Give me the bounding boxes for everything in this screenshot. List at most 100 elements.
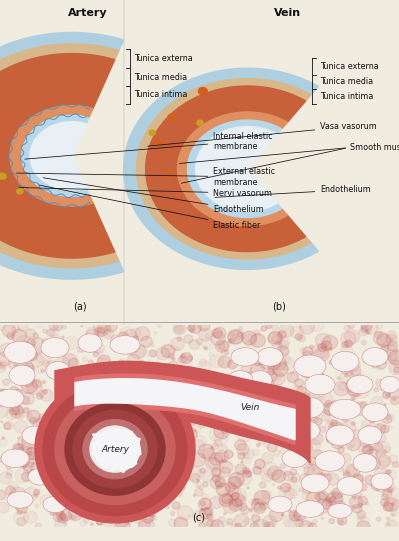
Circle shape bbox=[281, 513, 284, 516]
Circle shape bbox=[26, 339, 36, 347]
Circle shape bbox=[347, 359, 360, 371]
Circle shape bbox=[0, 174, 6, 179]
Circle shape bbox=[102, 385, 117, 399]
Circle shape bbox=[149, 420, 163, 432]
Circle shape bbox=[383, 356, 391, 364]
Circle shape bbox=[118, 360, 124, 365]
Circle shape bbox=[17, 504, 28, 513]
Circle shape bbox=[211, 332, 225, 345]
Circle shape bbox=[317, 409, 330, 421]
Circle shape bbox=[236, 471, 252, 485]
Circle shape bbox=[247, 388, 251, 392]
Circle shape bbox=[86, 327, 99, 339]
Circle shape bbox=[300, 443, 313, 454]
Circle shape bbox=[327, 419, 333, 425]
Circle shape bbox=[63, 471, 67, 474]
Circle shape bbox=[256, 391, 261, 396]
Circle shape bbox=[306, 492, 320, 504]
Circle shape bbox=[103, 409, 111, 416]
Circle shape bbox=[131, 489, 134, 492]
Circle shape bbox=[243, 470, 251, 478]
Circle shape bbox=[380, 388, 383, 390]
Circle shape bbox=[235, 496, 246, 506]
Circle shape bbox=[228, 486, 241, 497]
Circle shape bbox=[322, 500, 333, 509]
Circle shape bbox=[33, 494, 37, 497]
Ellipse shape bbox=[296, 398, 324, 418]
Circle shape bbox=[273, 450, 280, 457]
Circle shape bbox=[376, 324, 382, 329]
Circle shape bbox=[90, 456, 100, 465]
Circle shape bbox=[290, 469, 297, 475]
Circle shape bbox=[186, 385, 190, 388]
Circle shape bbox=[130, 480, 144, 492]
Circle shape bbox=[352, 473, 363, 484]
Circle shape bbox=[295, 398, 307, 409]
Circle shape bbox=[50, 511, 54, 515]
Circle shape bbox=[168, 114, 176, 121]
Circle shape bbox=[233, 373, 246, 386]
Circle shape bbox=[6, 473, 12, 478]
Circle shape bbox=[249, 499, 256, 505]
Circle shape bbox=[235, 524, 241, 529]
Circle shape bbox=[168, 484, 178, 493]
Circle shape bbox=[310, 432, 323, 445]
Circle shape bbox=[170, 452, 177, 458]
Circle shape bbox=[387, 487, 393, 492]
Circle shape bbox=[17, 518, 26, 526]
Circle shape bbox=[359, 328, 367, 336]
Circle shape bbox=[18, 437, 20, 439]
Circle shape bbox=[379, 353, 387, 361]
Circle shape bbox=[377, 334, 391, 347]
Text: Endothelium: Endothelium bbox=[43, 178, 264, 214]
Circle shape bbox=[76, 487, 80, 490]
Circle shape bbox=[207, 458, 219, 469]
Circle shape bbox=[221, 427, 229, 434]
Circle shape bbox=[340, 370, 354, 384]
Circle shape bbox=[54, 483, 61, 490]
Circle shape bbox=[269, 509, 283, 522]
Circle shape bbox=[171, 438, 176, 442]
Circle shape bbox=[383, 471, 390, 477]
Circle shape bbox=[105, 362, 120, 375]
Circle shape bbox=[36, 351, 51, 364]
Circle shape bbox=[302, 459, 312, 469]
Circle shape bbox=[352, 496, 356, 500]
Circle shape bbox=[51, 455, 58, 461]
Circle shape bbox=[369, 418, 375, 423]
Circle shape bbox=[293, 385, 303, 395]
Circle shape bbox=[85, 452, 95, 461]
Circle shape bbox=[386, 350, 397, 361]
Circle shape bbox=[145, 427, 152, 434]
Circle shape bbox=[135, 327, 150, 340]
Circle shape bbox=[286, 484, 291, 489]
Circle shape bbox=[111, 501, 124, 514]
Ellipse shape bbox=[326, 425, 354, 445]
Circle shape bbox=[159, 381, 169, 390]
Circle shape bbox=[51, 471, 58, 477]
Circle shape bbox=[376, 366, 381, 370]
Circle shape bbox=[132, 375, 136, 379]
Circle shape bbox=[299, 520, 313, 533]
Circle shape bbox=[138, 518, 150, 529]
Circle shape bbox=[178, 372, 185, 377]
Circle shape bbox=[55, 357, 70, 370]
Text: Endothelium: Endothelium bbox=[215, 186, 371, 197]
Circle shape bbox=[13, 444, 23, 453]
Circle shape bbox=[126, 366, 131, 371]
Circle shape bbox=[274, 394, 288, 407]
Polygon shape bbox=[22, 115, 89, 196]
Circle shape bbox=[339, 520, 343, 524]
Circle shape bbox=[14, 511, 29, 525]
Circle shape bbox=[0, 321, 5, 331]
Circle shape bbox=[358, 503, 363, 507]
Circle shape bbox=[168, 406, 171, 408]
Circle shape bbox=[375, 360, 378, 362]
Circle shape bbox=[243, 452, 249, 458]
Circle shape bbox=[62, 336, 64, 338]
Circle shape bbox=[47, 434, 59, 445]
Circle shape bbox=[55, 496, 65, 505]
Circle shape bbox=[71, 461, 77, 467]
Circle shape bbox=[338, 382, 348, 391]
Circle shape bbox=[314, 478, 327, 490]
